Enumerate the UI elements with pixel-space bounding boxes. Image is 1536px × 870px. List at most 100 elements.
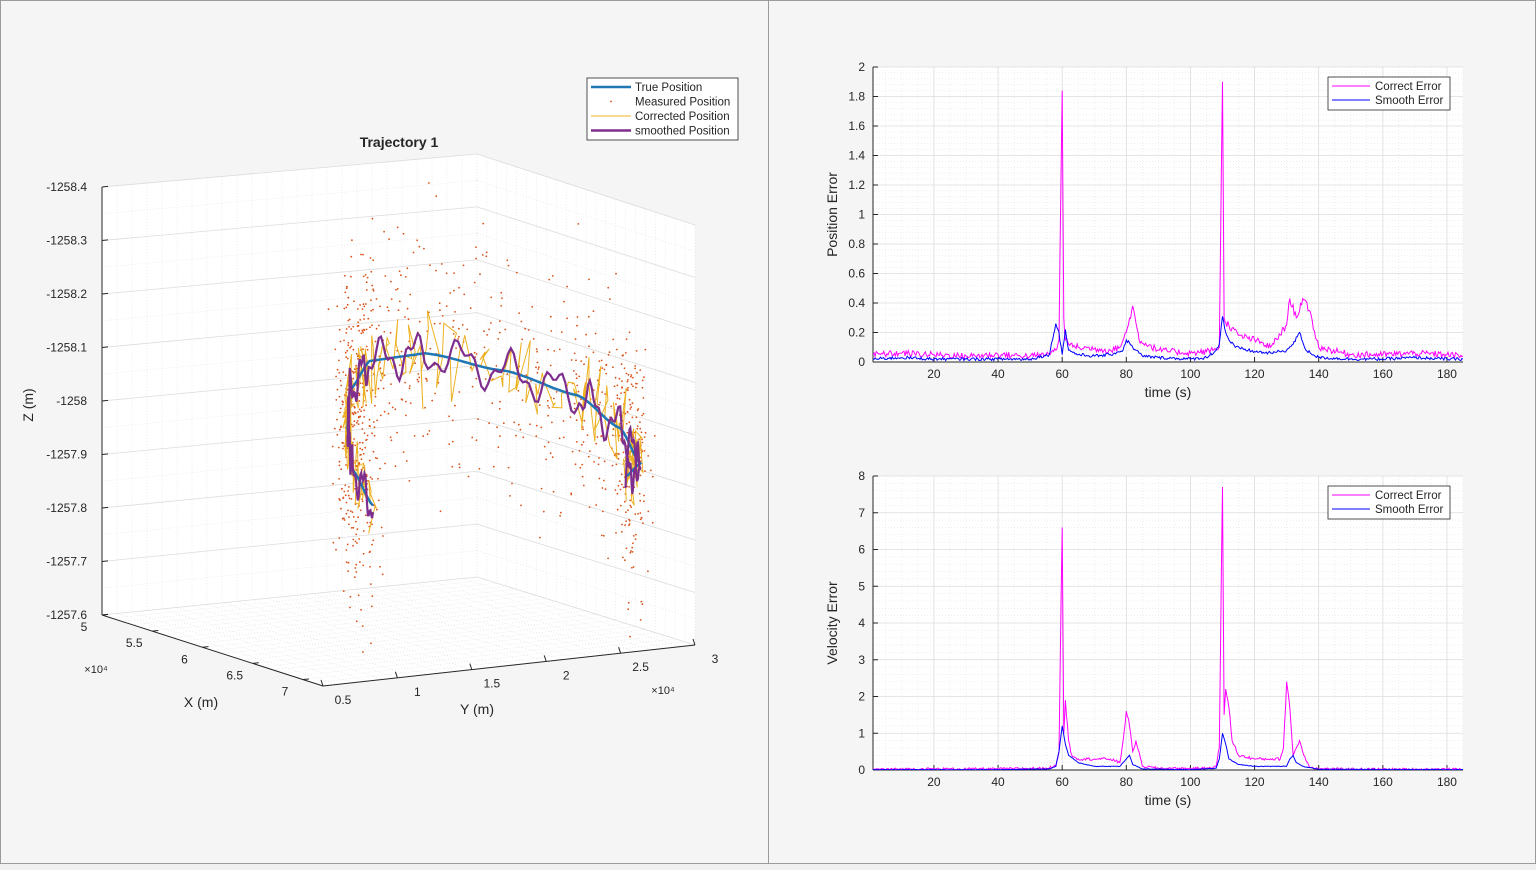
- x-floor-gridline: [302, 638, 676, 680]
- measured-point: [624, 352, 627, 354]
- measured-point: [346, 543, 349, 546]
- measured-point: [562, 436, 565, 439]
- y-tick: [394, 671, 398, 678]
- measured-point: [520, 504, 522, 507]
- measured-point: [644, 470, 646, 472]
- measured-point: [588, 278, 590, 281]
- legend-label: Correct Error: [1375, 490, 1442, 502]
- measured-point: [469, 307, 472, 310]
- y-floor-gridline: [251, 599, 472, 670]
- y-floor-gridline: [236, 601, 457, 672]
- measured-point: [372, 421, 375, 423]
- measured-point: [580, 398, 582, 401]
- measured-point: [383, 230, 385, 233]
- measured-point: [360, 410, 362, 413]
- measured-point: [417, 380, 420, 383]
- measured-point: [458, 463, 461, 465]
- measured-point: [350, 345, 353, 348]
- measured-point: [406, 267, 409, 270]
- measured-point: [535, 366, 537, 369]
- z-gridline: [476, 470, 696, 541]
- measured-point: [361, 500, 364, 503]
- measured-point: [616, 397, 619, 400]
- measured-point: [358, 415, 360, 418]
- measured-point: [622, 354, 624, 357]
- measured-point: [632, 376, 634, 379]
- measured-point: [349, 346, 351, 349]
- measured-point: [626, 411, 629, 413]
- measured-point: [641, 450, 644, 453]
- measured-point: [635, 416, 638, 419]
- measured-point: [458, 286, 460, 289]
- measured-point: [629, 551, 632, 554]
- measured-point: [569, 416, 572, 418]
- measured-point: [578, 449, 581, 452]
- measured-point: [634, 538, 637, 540]
- z-tick-label: -1258: [56, 394, 87, 408]
- measured-point: [598, 457, 600, 459]
- x-tick-label: 60: [1056, 775, 1070, 789]
- z-tick-label: -1257.8: [46, 501, 87, 515]
- measured-point: [344, 374, 347, 376]
- measured-point: [621, 523, 623, 526]
- measured-point: [399, 364, 401, 367]
- measured-point: [371, 284, 374, 287]
- z-tick: [101, 292, 109, 295]
- measured-point: [604, 393, 606, 395]
- measured-point: [451, 419, 454, 422]
- measured-point: [439, 309, 441, 312]
- measured-point: [625, 547, 628, 550]
- measured-point: [369, 566, 371, 568]
- measured-point: [519, 428, 522, 431]
- measured-point: [452, 326, 454, 328]
- smoothed-position-line: [346, 331, 642, 519]
- measured-point: [356, 542, 358, 544]
- y-tick-label: 3: [858, 653, 865, 667]
- velocity-error-chart: 20 40 60 80 100 120 140 160 180 0 1 2 3 4 5 6 7 8 time (s)…: [824, 469, 1464, 808]
- measured-point: [372, 308, 374, 311]
- measured-point: [440, 263, 443, 265]
- measured-point: [346, 357, 349, 360]
- measured-point: [635, 350, 638, 352]
- measured-point: [351, 370, 354, 373]
- measured-point: [383, 410, 386, 413]
- measured-point: [373, 426, 376, 429]
- measured-point: [531, 305, 534, 308]
- y-tick-label: 1.4: [848, 149, 865, 163]
- measured-point: [353, 438, 355, 440]
- measured-point: [363, 432, 366, 434]
- measured-point: [341, 488, 343, 490]
- x-floor-gridline: [212, 610, 587, 651]
- measured-point: [396, 431, 398, 434]
- x-tick-label: 20: [927, 367, 941, 381]
- measured-point: [338, 395, 341, 398]
- measured-point: [640, 517, 643, 519]
- measured-point: [644, 348, 647, 351]
- measured-point: [362, 348, 364, 351]
- measured-point: [350, 328, 353, 330]
- measured-point: [376, 419, 378, 422]
- measured-point: [582, 441, 585, 443]
- measured-point: [622, 556, 624, 559]
- measured-point: [345, 561, 348, 563]
- measured-point: [632, 385, 634, 388]
- measured-point: [356, 325, 359, 327]
- measured-point: [473, 281, 476, 284]
- measured-point: [639, 474, 642, 477]
- measured-point: [548, 407, 550, 409]
- measured-point: [595, 504, 598, 506]
- measured-point: [643, 436, 646, 438]
- measured-point: [352, 544, 354, 547]
- measured-point: [342, 497, 345, 499]
- measured-point: [485, 255, 488, 258]
- y-exponent-label: ×10⁴: [651, 685, 675, 697]
- measured-point: [335, 399, 338, 401]
- measured-point: [563, 300, 565, 303]
- measured-point: [361, 625, 364, 627]
- measured-point: [571, 450, 574, 453]
- measured-point: [352, 526, 355, 529]
- measured-point: [343, 307, 346, 310]
- measured-point: [354, 540, 357, 543]
- measured-point: [540, 487, 543, 490]
- y-tick-label: 0.2: [848, 326, 865, 340]
